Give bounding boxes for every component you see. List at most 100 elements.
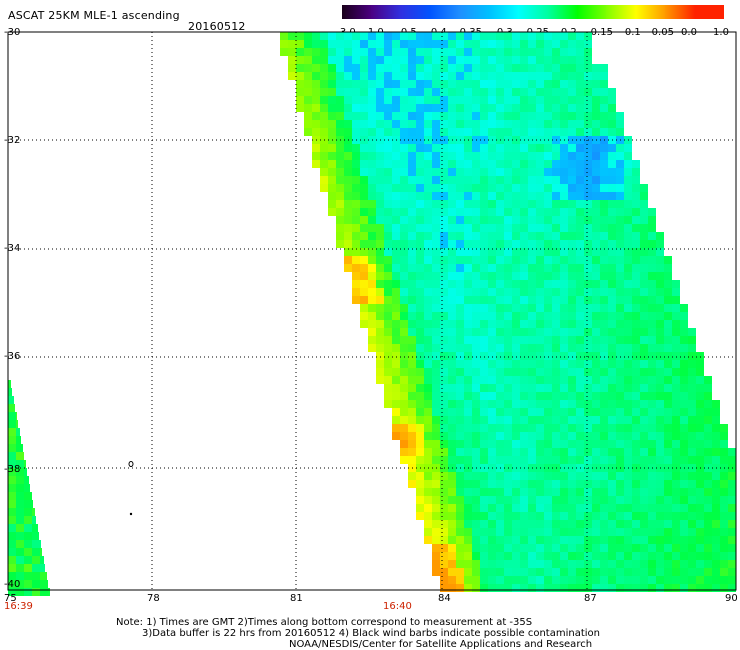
swath-cell <box>488 440 496 448</box>
swath-cell <box>344 184 352 192</box>
swath-cell <box>528 544 536 552</box>
swath-cell <box>408 176 416 184</box>
swath-cell <box>368 320 376 328</box>
swath-cell <box>408 384 416 392</box>
swath-cell <box>488 144 496 152</box>
swath-cell <box>376 256 384 264</box>
swath-cell <box>560 584 568 592</box>
swath-cell <box>568 272 576 280</box>
swath-cell <box>584 488 592 496</box>
swath-cell <box>464 288 472 296</box>
swath-cell <box>512 456 520 464</box>
swath-cell <box>616 360 624 368</box>
swath-cell <box>432 216 440 224</box>
swath-cell <box>448 536 456 544</box>
swath-cell <box>440 248 448 256</box>
swath-cell <box>360 48 368 56</box>
swath-cell <box>368 216 376 224</box>
swath-cell <box>568 360 576 368</box>
swath-cell <box>520 296 528 304</box>
swath-cell <box>480 344 488 352</box>
swath-cell <box>368 336 376 344</box>
swath-cell <box>536 408 544 416</box>
swath-cell <box>680 440 688 448</box>
swath-cell <box>520 504 528 512</box>
swath-cell <box>592 560 600 568</box>
swath-cell <box>712 408 720 416</box>
swath-cell <box>544 152 552 160</box>
swath-cell <box>448 560 456 568</box>
swath-cell <box>576 40 584 48</box>
swath-cell <box>600 376 608 384</box>
swath-cell <box>704 416 712 424</box>
swath-cell <box>576 200 584 208</box>
swath-cell <box>528 312 536 320</box>
swath-cell <box>712 456 720 464</box>
swath-cell <box>560 176 568 184</box>
swath-cell <box>544 232 552 240</box>
swath-cell <box>296 64 304 72</box>
swath-cell <box>608 128 616 136</box>
swath-cell <box>40 564 45 572</box>
swath-cell <box>496 376 504 384</box>
swath-cell <box>568 336 576 344</box>
swath-cell <box>392 240 400 248</box>
swath-cell <box>496 344 504 352</box>
swath-cell <box>568 368 576 376</box>
swath-cell <box>624 584 632 592</box>
swath-cell <box>488 392 496 400</box>
swath-cell <box>496 424 504 432</box>
swath-cell <box>472 536 480 544</box>
swath-cell <box>536 480 544 488</box>
swath-cell <box>696 440 704 448</box>
swath-cell <box>496 224 504 232</box>
swath-cell <box>368 176 376 184</box>
swath-cell <box>608 440 616 448</box>
swath-cell <box>384 296 392 304</box>
swath-cell <box>576 88 584 96</box>
swath-cell <box>384 192 392 200</box>
swath-cell <box>608 344 616 352</box>
swath-cell <box>632 304 640 312</box>
swath-cell <box>560 312 568 320</box>
swath-cell <box>24 580 32 588</box>
swath-cell <box>360 80 368 88</box>
swath-cell <box>456 48 464 56</box>
swath-cell <box>336 216 344 224</box>
swath-cell <box>624 208 632 216</box>
swath-cell <box>592 184 600 192</box>
swath-cell <box>496 104 504 112</box>
swath-cell <box>480 104 488 112</box>
swath-cell <box>464 336 472 344</box>
swath-cell <box>440 144 448 152</box>
swath-cell <box>464 552 472 560</box>
swath-cell <box>352 248 360 256</box>
swath-cell <box>8 532 16 540</box>
swath-cell <box>480 200 488 208</box>
swath-cell <box>656 232 664 240</box>
swath-cell <box>568 496 576 504</box>
swath-cell <box>424 480 432 488</box>
swath-cell <box>552 424 560 432</box>
swath-cell <box>432 256 440 264</box>
swath-cell <box>408 456 416 464</box>
swath-cell <box>440 200 448 208</box>
swath-cell <box>456 440 464 448</box>
swath-cell <box>40 540 41 548</box>
swath-cell <box>632 536 640 544</box>
swath-cell <box>32 516 36 524</box>
swath-cell <box>424 232 432 240</box>
swath-cell <box>496 320 504 328</box>
swath-cell <box>504 320 512 328</box>
swath-cell <box>592 248 600 256</box>
swath-cell <box>16 452 24 460</box>
swath-cell <box>544 320 552 328</box>
swath-cell <box>608 408 616 416</box>
swath-cell <box>504 552 512 560</box>
swath-cell <box>384 208 392 216</box>
swath-cell <box>456 200 464 208</box>
swath-cell <box>8 508 16 516</box>
swath-cell <box>480 224 488 232</box>
swath-cell <box>352 72 360 80</box>
swath-cell <box>648 416 656 424</box>
